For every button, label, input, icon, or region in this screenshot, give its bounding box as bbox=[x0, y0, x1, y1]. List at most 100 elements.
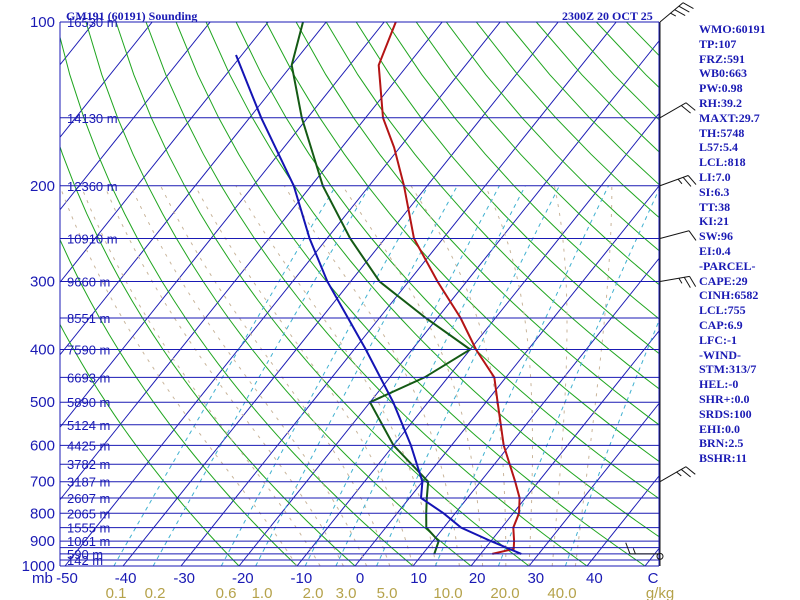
temperature-tick-label: -50 bbox=[56, 570, 78, 587]
dry-adiabat-line bbox=[235, 22, 659, 500]
wind-barb bbox=[625, 542, 660, 555]
mixing-ratio-tick-label: 0.2 bbox=[145, 585, 166, 600]
stability-index-item: EI:0.4 bbox=[699, 243, 731, 258]
temperature-tick-label: C bbox=[648, 570, 659, 587]
stability-index-item: RH:39.2 bbox=[699, 95, 742, 110]
stability-index-item: CAPE:29 bbox=[699, 273, 748, 288]
stability-index-item: STM:313/7 bbox=[699, 362, 757, 377]
temperature-profile-line bbox=[377, 22, 521, 555]
mixing-ratio-line bbox=[220, 185, 429, 566]
isotherm-line bbox=[60, 22, 443, 501]
temperature-tick-label: -40 bbox=[115, 570, 137, 587]
wind-barb bbox=[659, 230, 697, 241]
stability-index-item: WB0:663 bbox=[699, 66, 747, 81]
mixing-ratio-tick-label: 5.0 bbox=[377, 585, 398, 600]
mixing-ratio-tick-label: g/kg bbox=[646, 585, 674, 600]
isotherm-line bbox=[528, 402, 659, 566]
moist-adiabat-line bbox=[410, 185, 507, 566]
stability-index-item: TH:5748 bbox=[699, 125, 745, 140]
mixing-ratio-line bbox=[564, 319, 659, 566]
altitude-label: 1555 m bbox=[67, 521, 110, 536]
stability-index-item: -WIND- bbox=[699, 347, 741, 362]
wind-barb bbox=[659, 102, 696, 119]
stability-index-item: LI:7.0 bbox=[699, 169, 731, 184]
chart-time: 2300Z 20 OCT 25 bbox=[562, 9, 653, 23]
mixing-ratio-tick-label: 10.0 bbox=[433, 585, 462, 600]
wind-barb bbox=[659, 275, 697, 288]
moist-adiabat-line bbox=[283, 185, 460, 566]
isotherm-line bbox=[354, 185, 659, 566]
mixing-ratio-line bbox=[152, 185, 371, 566]
stability-index-item: CAP:6.9 bbox=[699, 317, 743, 332]
isotherm-line bbox=[60, 22, 269, 284]
isotherm-line bbox=[470, 330, 659, 566]
altitude-label: 1061 m bbox=[67, 534, 110, 549]
isotherm-line bbox=[64, 22, 501, 566]
pressure-tick-label: 700 bbox=[30, 474, 55, 491]
stability-index-item: KI:21 bbox=[699, 214, 729, 229]
stability-index-item: SW:96 bbox=[699, 229, 734, 244]
altitude-label: 5890 m bbox=[67, 395, 110, 410]
temperature-tick-label: 40 bbox=[586, 570, 603, 587]
temperature-tick-label: 20 bbox=[469, 570, 486, 587]
altitude-label: 2065 m bbox=[67, 506, 110, 521]
parcel-profile-line bbox=[235, 54, 522, 555]
moist-adiabat-line bbox=[342, 185, 484, 566]
stability-index-item: TP:107 bbox=[699, 36, 737, 51]
moist-adiabat-line bbox=[194, 185, 414, 566]
mixing-ratio-tick-label: 3.0 bbox=[336, 585, 357, 600]
altitude-label: 16530 m bbox=[67, 15, 118, 30]
calm-wind-marker bbox=[656, 552, 664, 560]
stability-index-item: BSHR:11 bbox=[699, 451, 748, 466]
chart-title: GM191 (60191) Sounding bbox=[66, 9, 197, 23]
pressure-tick-label: 500 bbox=[30, 394, 55, 411]
stability-indices-panel: WMO:60191 TP:107 FRZ:591 WB0:663 PW:0.98 RH:3… bbox=[699, 22, 799, 466]
temperature-tick-label: 10 bbox=[410, 570, 427, 587]
altitude-label: 4425 m bbox=[67, 438, 110, 453]
temperature-tick-label: 30 bbox=[527, 570, 544, 587]
altitude-label: 5124 m bbox=[67, 418, 110, 433]
mixing-ratio-line bbox=[304, 185, 500, 566]
wind-barb bbox=[659, 2, 694, 23]
stability-index-item: HEL:-0 bbox=[699, 377, 739, 392]
stability-index-item: CINH:6582 bbox=[699, 288, 759, 303]
pressure-tick-label: 1000 bbox=[22, 558, 55, 575]
wind-barb bbox=[659, 175, 697, 187]
stability-index-item: SHR+:0.0 bbox=[699, 391, 750, 406]
pressure-tick-label: 100 bbox=[30, 14, 55, 31]
moist-adiabat-line bbox=[130, 185, 368, 566]
temperature-tick-label: -20 bbox=[232, 570, 254, 587]
stability-index-item: EHI:0.0 bbox=[699, 421, 741, 436]
temperature-tick-label: -10 bbox=[291, 570, 313, 587]
isotherm-line bbox=[60, 22, 327, 356]
mixing-ratio-tick-label: 2.0 bbox=[303, 585, 324, 600]
moist-adiabat-line bbox=[80, 185, 321, 566]
altitude-label: 14130 m bbox=[67, 111, 118, 126]
stability-index-item: TT:38 bbox=[699, 199, 731, 214]
pressure-tick-label: 200 bbox=[30, 178, 55, 195]
temperature-tick-label: -30 bbox=[173, 570, 195, 587]
mixing-ratio-tick-label: 40.0 bbox=[547, 585, 576, 600]
isotherm-line bbox=[60, 22, 153, 139]
altitude-label: 6693 m bbox=[67, 370, 110, 385]
altitude-label: 3782 m bbox=[67, 457, 110, 472]
altitude-label: 12360 m bbox=[67, 179, 118, 194]
isotherm-line bbox=[60, 22, 385, 429]
mixing-ratio-line bbox=[335, 185, 526, 566]
dry-adiabat-line bbox=[115, 22, 530, 566]
stability-index-item: FRZ:591 bbox=[699, 51, 745, 66]
mixing-ratio-tick-label: 1.0 bbox=[252, 585, 273, 600]
stability-index-item: LCL:755 bbox=[699, 303, 746, 318]
altitude-label: 3187 m bbox=[67, 475, 110, 490]
pressure-tick-label: 400 bbox=[30, 342, 55, 359]
stability-index-item: PW:0.98 bbox=[699, 81, 743, 96]
pressure-tick-label: 800 bbox=[30, 505, 55, 522]
isotherm-line bbox=[296, 112, 659, 566]
stability-index-item: -PARCEL- bbox=[699, 258, 756, 273]
stability-index-item: WMO:60191 bbox=[699, 22, 766, 36]
isotherm-line bbox=[122, 22, 559, 566]
mixing-ratio-tick-label: 20.0 bbox=[490, 585, 519, 600]
pressure-tick-label: 900 bbox=[30, 533, 55, 550]
stability-index-item: LCL:818 bbox=[699, 155, 746, 170]
